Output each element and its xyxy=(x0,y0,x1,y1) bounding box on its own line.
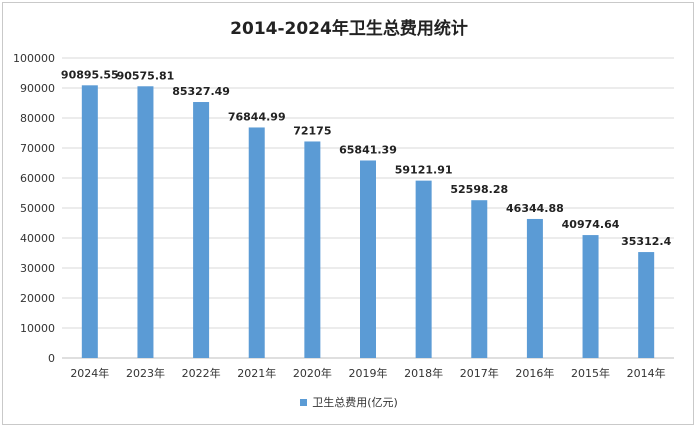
legend-swatch xyxy=(300,398,308,406)
bar xyxy=(137,86,154,358)
bar xyxy=(248,127,265,358)
x-tick-label: 2014年 xyxy=(627,366,666,380)
data-label: 40974.64 xyxy=(562,218,620,231)
bar xyxy=(415,180,432,358)
bar xyxy=(360,160,376,358)
legend: 卫生总费用(亿元) xyxy=(0,394,698,410)
y-tick-label: 30000 xyxy=(20,262,55,275)
x-tick-label: 2021年 xyxy=(237,366,276,380)
x-tick-label: 2018年 xyxy=(404,366,443,380)
data-label: 85327.49 xyxy=(172,85,230,98)
x-tick-label: 2022年 xyxy=(182,366,221,380)
data-label: 65841.39 xyxy=(339,143,397,156)
x-tick-label: 2015年 xyxy=(571,366,610,380)
bar xyxy=(81,85,98,358)
y-tick-label: 50000 xyxy=(20,202,55,215)
y-tick-label: 70000 xyxy=(20,142,55,155)
legend-label: 卫生总费用(亿元) xyxy=(312,396,398,409)
y-tick-label: 40000 xyxy=(20,232,55,245)
y-tick-label: 100000 xyxy=(13,52,55,65)
data-label: 90575.81 xyxy=(117,69,175,82)
y-tick-label: 90000 xyxy=(20,82,55,95)
data-label: 59121.91 xyxy=(395,164,453,177)
bar xyxy=(526,218,543,358)
data-label: 35312.4 xyxy=(621,235,671,248)
bar xyxy=(304,141,321,358)
bar xyxy=(471,200,488,358)
x-tick-label: 2023年 xyxy=(126,366,165,380)
x-tick-label: 2016年 xyxy=(515,366,554,380)
data-label: 52598.28 xyxy=(450,183,508,196)
y-tick-label: 20000 xyxy=(20,292,55,305)
data-label: 76844.99 xyxy=(228,110,286,123)
y-tick-label: 80000 xyxy=(20,112,55,125)
chart-frame xyxy=(2,2,694,425)
data-label: 46344.88 xyxy=(506,202,564,215)
bar xyxy=(638,252,655,358)
y-tick-label: 60000 xyxy=(20,172,55,185)
bar xyxy=(193,102,210,358)
y-tick-label: 0 xyxy=(48,352,55,365)
x-tick-label: 2020年 xyxy=(293,366,332,380)
data-label: 90895.55 xyxy=(61,68,119,81)
data-label: 72175 xyxy=(293,124,331,137)
bar xyxy=(582,235,599,358)
y-tick-label: 10000 xyxy=(20,322,55,335)
x-tick-label: 2017年 xyxy=(460,366,499,380)
chart-title: 2014-2024年卫生总费用统计 xyxy=(230,19,468,39)
x-tick-label: 2024年 xyxy=(70,366,109,380)
x-tick-label: 2019年 xyxy=(349,366,388,380)
